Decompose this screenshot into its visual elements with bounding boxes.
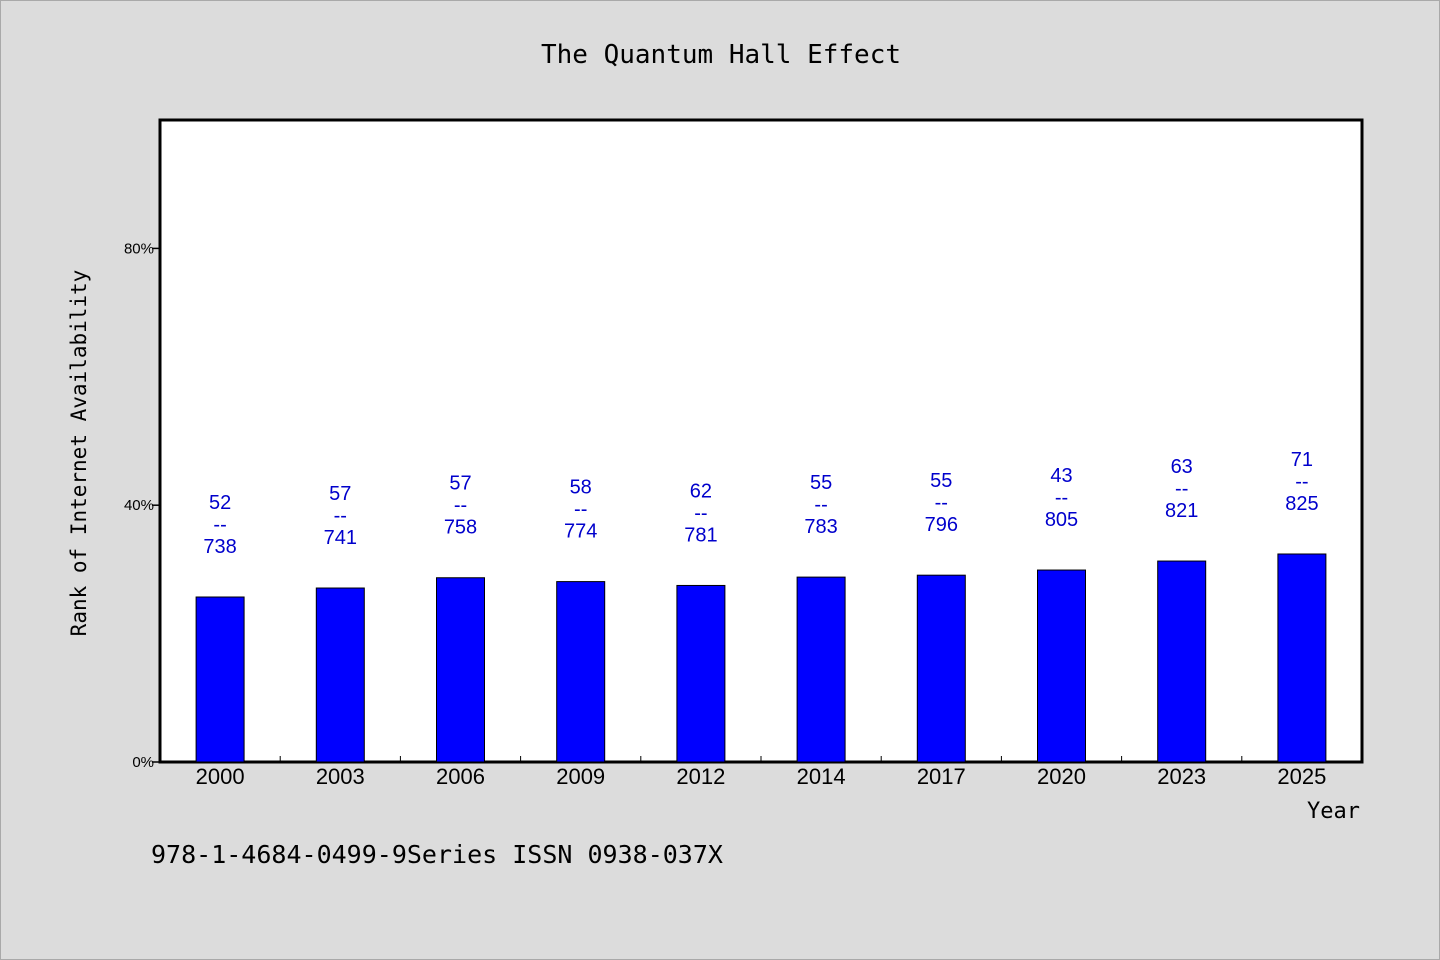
bar-label-separator: --	[935, 492, 948, 514]
x-tick-label: 2006	[436, 764, 485, 789]
bar-label-separator: --	[1175, 478, 1188, 500]
bar-label-top: 57	[449, 473, 471, 495]
bar-2009	[556, 581, 606, 763]
x-axis-ticks: 2000 2003 2006 2009 2012 2014 2017 2020 2023 2025	[196, 756, 1326, 789]
x-tick-label: 2014	[797, 764, 846, 789]
bar-label-top: 43	[1050, 465, 1072, 487]
bar-label-top: 55	[930, 470, 952, 492]
bar-label-bottom: 758	[444, 517, 477, 539]
bar-label-separator: --	[694, 502, 707, 524]
bar-label-bottom: 825	[1285, 493, 1318, 515]
bar-2025	[1277, 553, 1327, 763]
bar-label-bottom: 805	[1045, 509, 1078, 531]
x-tick-label: 2020	[1037, 764, 1086, 789]
bar-label-bottom: 796	[925, 514, 958, 536]
bar-2012	[676, 584, 726, 763]
x-tick-label: 2012	[676, 764, 725, 789]
x-tick-label: 2009	[556, 764, 605, 789]
bar-label-top: 62	[690, 480, 712, 502]
bar-2014	[796, 576, 846, 763]
x-tick-label: 2023	[1157, 764, 1206, 789]
bar-label-top: 58	[570, 477, 592, 499]
bar-2000	[195, 596, 245, 763]
y-tick-label: 40%	[124, 497, 154, 514]
bar-label-separator: --	[454, 495, 467, 517]
bar-label-separator: --	[574, 499, 587, 521]
y-tick-label: 0%	[132, 754, 154, 771]
bar-label-separator: --	[814, 494, 827, 516]
chart-title: The Quantum Hall Effect	[541, 40, 901, 70]
bar-label-top: 57	[329, 483, 351, 505]
bar-data-labels: 52--73857--74157--75858--77462--78155--7…	[203, 449, 1318, 558]
bar-label-separator: --	[334, 505, 347, 527]
bar-2017	[916, 574, 966, 763]
bar-label-bottom: 738	[203, 536, 236, 558]
bar-2020	[1037, 569, 1086, 763]
bar-label-top: 55	[810, 472, 832, 494]
x-tick-label: 2025	[1277, 764, 1326, 789]
bar-2003	[315, 587, 365, 763]
bar-label-top: 52	[209, 492, 231, 514]
x-tick-label: 2003	[316, 764, 365, 789]
bar-label-top: 71	[1291, 449, 1313, 471]
bar-series	[195, 553, 1327, 763]
y-axis-ticks: 0% 40% 80%	[124, 240, 160, 771]
x-axis-label: Year	[1307, 799, 1360, 824]
footer-text: 978-1-4684-0499-9Series ISSN 0938-037X	[151, 840, 723, 869]
bar-label-bottom: 783	[804, 516, 837, 538]
bar-2023	[1157, 560, 1207, 763]
x-tick-label: 2017	[917, 764, 966, 789]
bar-label-top: 63	[1171, 456, 1193, 478]
y-tick-label: 80%	[124, 240, 154, 257]
bar-label-separator: --	[213, 514, 226, 536]
bar-label-bottom: 821	[1165, 500, 1198, 522]
bar-2006	[436, 577, 485, 763]
bar-label-bottom: 774	[564, 521, 597, 543]
bar-label-bottom: 781	[684, 524, 717, 546]
bar-label-separator: --	[1295, 471, 1308, 493]
bar-label-bottom: 741	[324, 527, 357, 549]
y-axis-label: Rank of Internet Availability	[67, 270, 91, 637]
bar-label-separator: --	[1055, 487, 1068, 509]
x-tick-label: 2000	[196, 764, 245, 789]
